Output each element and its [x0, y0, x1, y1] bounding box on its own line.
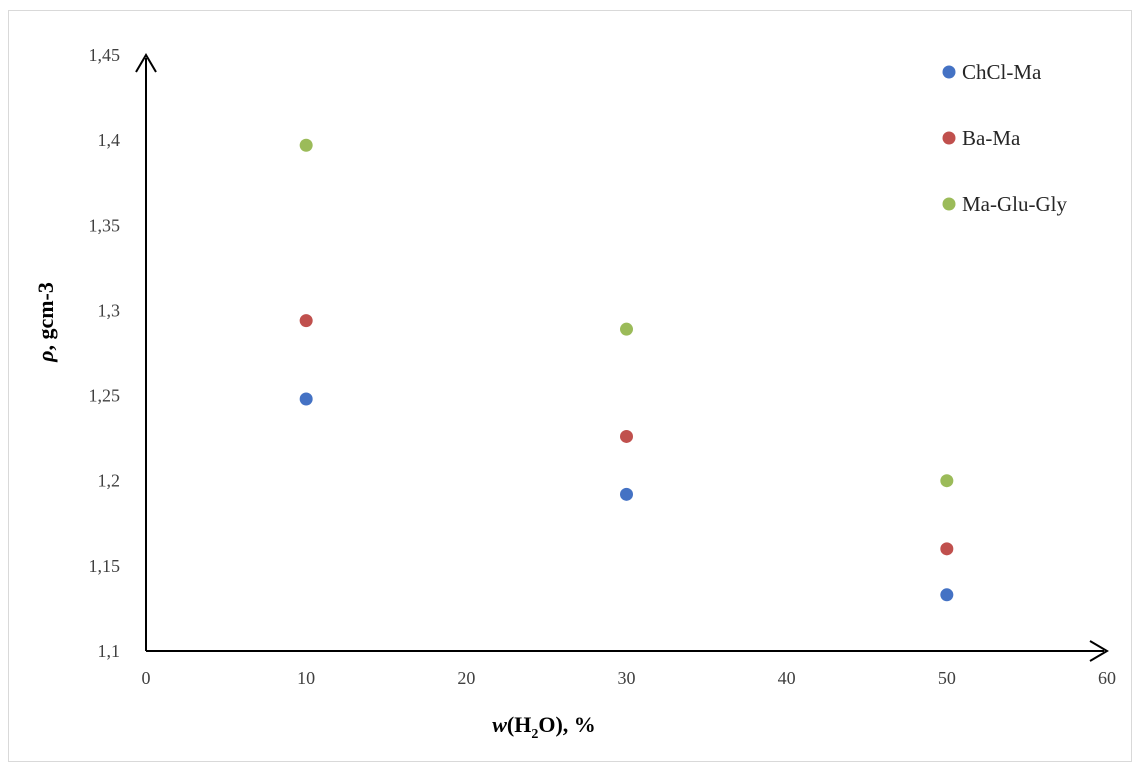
data-point [940, 588, 954, 602]
y-tick-label: 1,35 [89, 215, 121, 235]
x-tick-label: 20 [457, 668, 475, 688]
data-point [620, 322, 633, 336]
y-tick-label: 1,15 [89, 556, 121, 576]
legend-marker [942, 197, 956, 211]
x-tick-labels: 0 10 20 30 40 50 60 [142, 668, 1117, 688]
x-tick-label: 40 [778, 668, 796, 688]
axes [135, 53, 1109, 662]
legend-marker [942, 131, 956, 145]
legend: ChCl-Ma Ba-Ma Ma-Glu-Gly [942, 60, 1067, 216]
legend-label: ChCl-Ma [962, 60, 1042, 84]
data-points [299, 138, 954, 602]
x-tick-label: 30 [618, 668, 636, 688]
y-tick-label: 1,3 [98, 300, 121, 320]
x-tick-label: 60 [1098, 668, 1116, 688]
y-axis-arrowhead [135, 53, 157, 73]
y-tick-label: 1,25 [89, 386, 121, 406]
y-tick-label: 1,1 [98, 641, 121, 661]
data-point [299, 138, 313, 152]
data-point [940, 474, 954, 488]
y-tick-label: 1,45 [89, 45, 121, 65]
x-tick-label: 0 [142, 668, 151, 688]
data-point [940, 542, 954, 556]
data-point [620, 487, 633, 501]
y-axis-title: ρ, gcm-3 [33, 282, 58, 363]
x-axis-title: w(H2O), % [492, 712, 596, 742]
data-point [620, 429, 633, 443]
legend-label: Ba-Ma [962, 126, 1021, 150]
y-tick-labels: 1,1 1,15 1,2 1,25 1,3 1,35 1,4 1,45 [89, 45, 121, 661]
x-axis-arrowhead [1089, 640, 1109, 662]
y-tick-label: 1,2 [98, 471, 121, 491]
y-tick-label: 1,4 [98, 130, 121, 150]
x-tick-label: 50 [938, 668, 956, 688]
x-tick-label: 10 [297, 668, 315, 688]
data-point [299, 314, 313, 328]
data-point [299, 392, 313, 406]
legend-marker [942, 65, 956, 79]
legend-label: Ma-Glu-Gly [962, 192, 1067, 216]
